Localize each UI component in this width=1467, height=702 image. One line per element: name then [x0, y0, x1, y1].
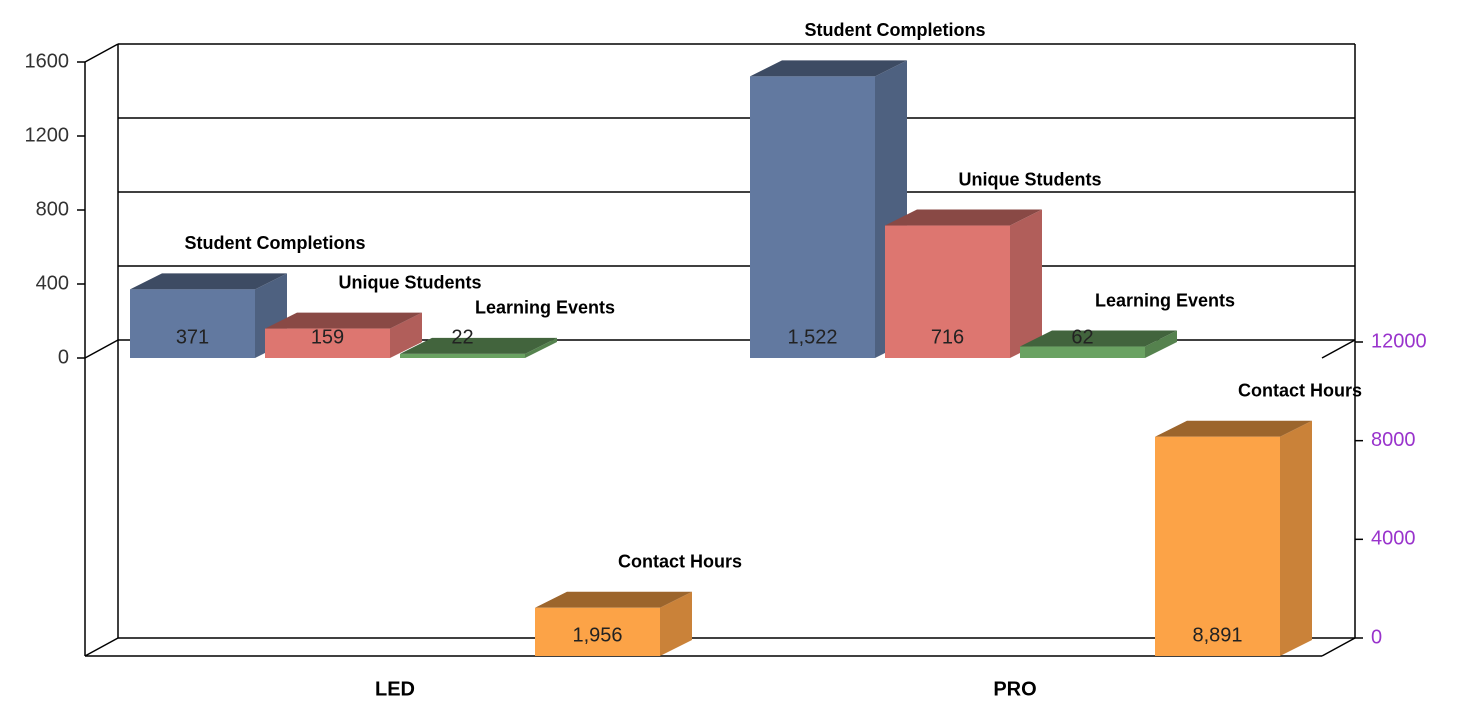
- y2-tick-label: 12000: [1371, 330, 1427, 352]
- bar-side: [1280, 420, 1312, 656]
- bar-top: [1020, 330, 1177, 347]
- value-label: 62: [1071, 326, 1093, 348]
- bar-side: [525, 337, 557, 358]
- bar-top: [1155, 420, 1312, 437]
- y-tick-label: 400: [36, 272, 69, 294]
- bar: [1020, 346, 1145, 358]
- series-label: Student Completions: [805, 20, 986, 40]
- x-tick-label: PRO: [993, 678, 1036, 700]
- value-label: 159: [311, 326, 344, 348]
- bar-side: [390, 312, 422, 358]
- series-label: Learning Events: [1095, 290, 1235, 310]
- series-label: Learning Events: [475, 298, 615, 318]
- bar-side: [1010, 209, 1042, 358]
- bar-top: [400, 337, 557, 354]
- floor-edge: [1321, 339, 1356, 359]
- bar-top: [535, 591, 692, 608]
- y-tick-label: 1200: [25, 124, 70, 146]
- bar: [400, 353, 525, 358]
- value-label: 8,891: [1192, 624, 1242, 646]
- floor-edge: [84, 637, 119, 657]
- series-label: Unique Students: [959, 169, 1102, 189]
- y2-tick-label: 4000: [1371, 528, 1416, 550]
- y2-tick-label: 8000: [1371, 429, 1416, 451]
- value-label: 716: [931, 326, 964, 348]
- x-tick-label: LED: [375, 678, 415, 700]
- bar: [265, 328, 390, 358]
- bar-side: [660, 591, 692, 656]
- series-label: Student Completions: [185, 233, 366, 253]
- bar: [1155, 436, 1280, 656]
- bar: [885, 225, 1010, 358]
- bar-top: [130, 273, 287, 290]
- y-tick-label: 0: [58, 346, 69, 368]
- bar: [750, 76, 875, 359]
- bar: [535, 607, 660, 656]
- value-label: 1,956: [572, 624, 622, 646]
- axis-line: [84, 43, 119, 63]
- value-label: 371: [176, 326, 209, 348]
- floor-edge: [1321, 637, 1356, 657]
- series-label: Contact Hours: [1238, 380, 1362, 400]
- value-label: 1,522: [787, 326, 837, 348]
- bar-top: [265, 312, 422, 329]
- series-label: Unique Students: [339, 272, 482, 292]
- y2-tick-label: 0: [1371, 626, 1382, 648]
- bar-top: [750, 60, 907, 77]
- value-label: 22: [451, 326, 473, 348]
- y-tick-label: 1600: [25, 50, 70, 72]
- bar: [130, 289, 255, 358]
- y-tick-label: 800: [36, 198, 69, 220]
- bar-top: [885, 209, 1042, 226]
- series-label: Contact Hours: [618, 552, 742, 572]
- bar-side: [1145, 330, 1177, 358]
- floor-edge: [84, 339, 119, 359]
